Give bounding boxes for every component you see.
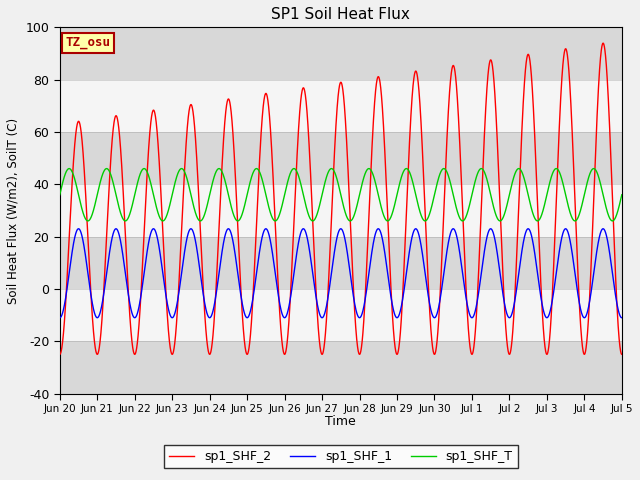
sp1_SHF_T <box>499 214 507 220</box>
Line: sp1_SHF_2: sp1_SHF_2 <box>60 43 622 354</box>
Bar <box>60 27 622 80</box>
Legend: sp1_SHF_2, sp1_SHF_1, sp1_SHF_T: sp1_SHF_2, sp1_SHF_1, sp1_SHF_T <box>164 445 518 468</box>
sp1_SHF_T <box>56 192 63 198</box>
sp1_SHF_1 <box>499 293 507 299</box>
sp1_SHF_T <box>292 168 300 174</box>
sp1_SHF_2 <box>292 165 300 170</box>
sp1_SHF_T <box>277 207 285 213</box>
Y-axis label: Soil Heat Flux (W/m2), SoilT (C): Soil Heat Flux (W/m2), SoilT (C) <box>7 118 20 303</box>
sp1_SHF_T <box>609 218 616 224</box>
sp1_SHF_2 <box>56 351 63 357</box>
Bar <box>60 184 622 237</box>
sp1_SHF_T <box>477 166 485 171</box>
Bar <box>60 132 622 184</box>
sp1_SHF_2 <box>477 201 485 206</box>
sp1_SHF_1 <box>505 314 513 320</box>
sp1_SHF_2 <box>499 280 507 286</box>
X-axis label: Time: Time <box>325 415 356 429</box>
sp1_SHF_T <box>505 195 513 201</box>
sp1_SHF_2 <box>505 350 513 356</box>
Bar <box>60 237 622 289</box>
sp1_SHF_T <box>618 192 626 198</box>
sp1_SHF_1 <box>520 236 528 242</box>
Bar <box>60 289 622 341</box>
sp1_SHF_2 <box>520 86 528 92</box>
sp1_SHF_1 <box>277 306 285 312</box>
Bar <box>60 80 622 132</box>
Line: sp1_SHF_1: sp1_SHF_1 <box>60 229 622 318</box>
sp1_SHF_1 <box>477 269 485 275</box>
sp1_SHF_1 <box>56 315 63 321</box>
sp1_SHF_1 <box>292 252 300 258</box>
sp1_SHF_2 <box>277 325 285 331</box>
sp1_SHF_T <box>520 176 528 181</box>
Title: SP1 Soil Heat Flux: SP1 Soil Heat Flux <box>271 7 410 22</box>
sp1_SHF_T <box>65 166 73 171</box>
Text: TZ_osu: TZ_osu <box>65 36 111 49</box>
sp1_SHF_1 <box>599 226 607 232</box>
sp1_SHF_2 <box>599 40 607 46</box>
sp1_SHF_2 <box>618 351 626 357</box>
sp1_SHF_1 <box>618 315 626 321</box>
Bar <box>60 341 622 394</box>
Line: sp1_SHF_T: sp1_SHF_T <box>60 168 622 221</box>
